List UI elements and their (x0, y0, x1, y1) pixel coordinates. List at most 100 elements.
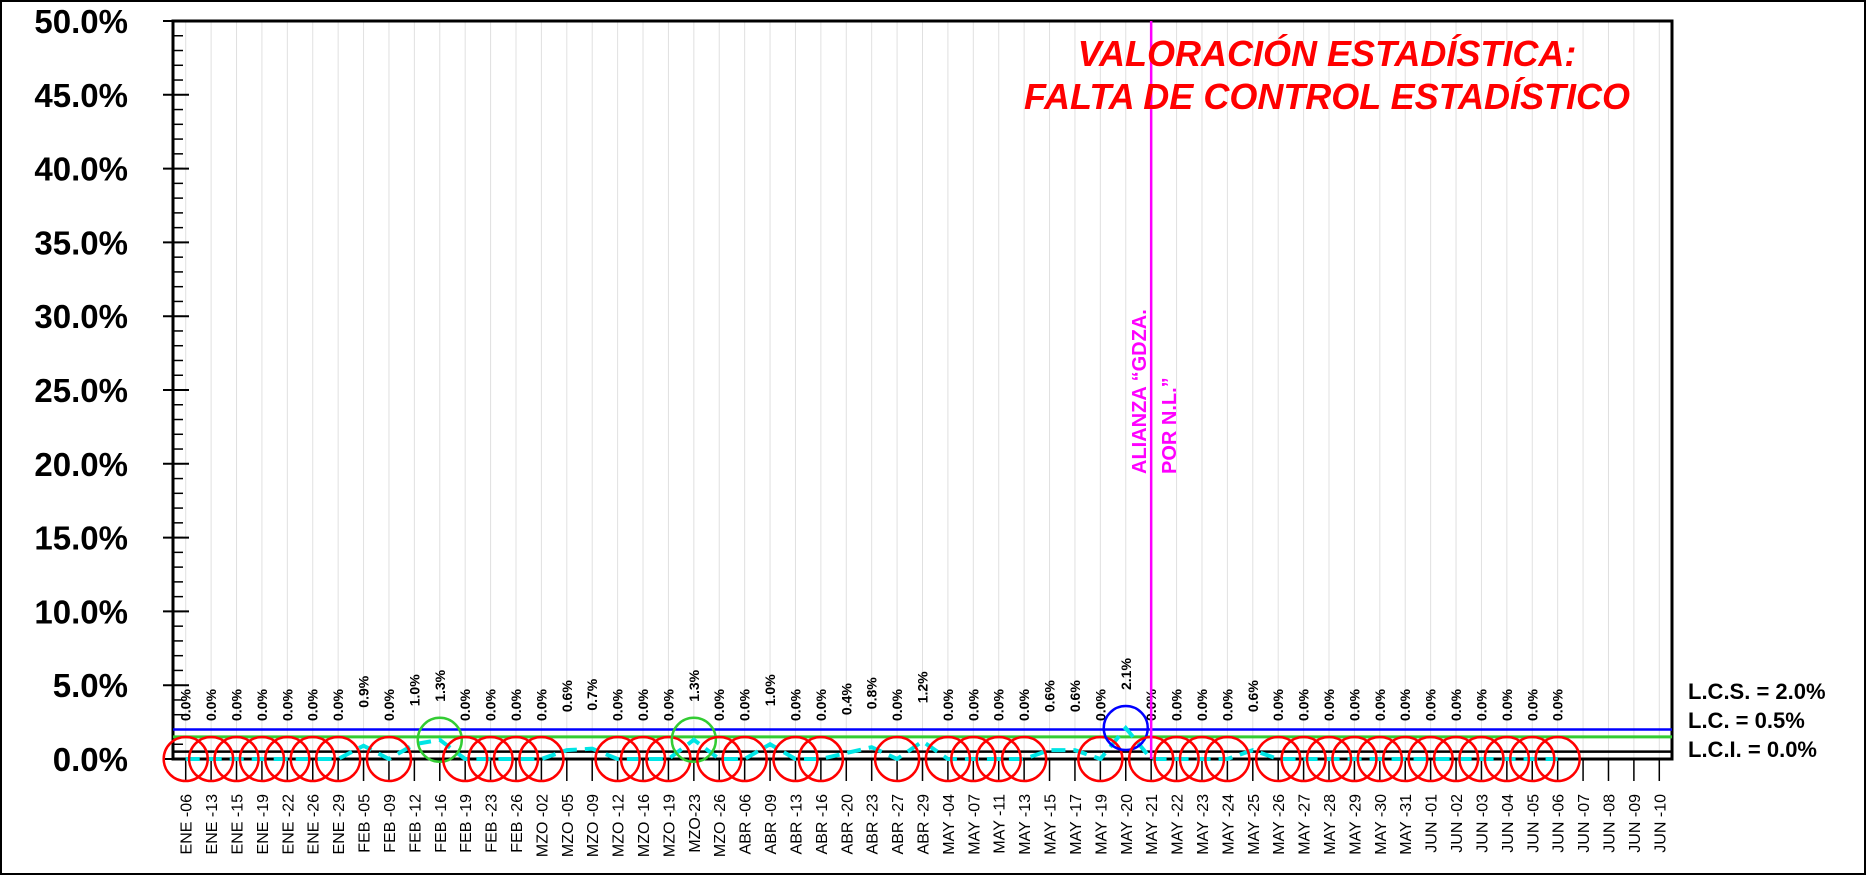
x-tick-label: MZO -16 (636, 794, 653, 857)
x-tick-label: JUN -08 (1601, 794, 1618, 853)
data-label: 0.0% (1296, 689, 1312, 721)
data-label: 0.0% (1219, 689, 1235, 721)
x-tick-label: ABR -16 (814, 794, 831, 855)
data-label: 0.0% (660, 689, 676, 721)
data-label: 0.0% (229, 689, 245, 721)
data-label: 0.4% (838, 683, 854, 715)
y-tick-label: 45.0% (34, 77, 128, 114)
event-label: POR N.L.” (1159, 377, 1181, 474)
x-tick-label: MZO -12 (611, 794, 628, 857)
x-tick-label: MAY -27 (1297, 794, 1314, 855)
x-tick-label: FEB -12 (407, 794, 424, 853)
data-label: 0.0% (381, 689, 397, 721)
point-marker (619, 735, 667, 783)
y-tick-label: 5.0% (53, 667, 128, 704)
point-marker (492, 735, 540, 783)
x-tick-label: MAY -21 (1144, 794, 1161, 855)
data-label: 0.0% (1397, 689, 1413, 721)
data-label: 0.0% (1321, 689, 1337, 721)
x-tick-label: MZO -26 (712, 794, 729, 857)
point-marker (1000, 735, 1048, 783)
data-label: 1.0% (762, 674, 778, 706)
x-tick-label: MAY -31 (1398, 794, 1415, 855)
data-line (185, 724, 1558, 762)
x-tick-label: MAY -24 (1220, 794, 1237, 855)
x-tick-label: MAY -04 (941, 794, 958, 855)
data-label: 0.0% (610, 689, 626, 721)
data-label: 0.0% (711, 689, 727, 721)
control-label: L.C.I. = 0.0% (1688, 737, 1817, 762)
x-tick-label: MAY -26 (1271, 794, 1288, 855)
data-label: 0.0% (1346, 689, 1362, 721)
data-label: 0.6% (559, 680, 575, 712)
x-tick-label: ENE -15 (230, 794, 247, 855)
point-marker (1432, 735, 1480, 783)
point-marker (1102, 704, 1150, 752)
x-tick-label: ENE -06 (179, 794, 196, 855)
point-marker (1254, 735, 1302, 783)
data-label: 0.0% (483, 689, 499, 721)
x-tick-label: MAY -23 (1195, 794, 1212, 855)
point-marker (1204, 735, 1251, 783)
point-marker (975, 735, 1022, 783)
data-label: 0.0% (305, 689, 321, 721)
x-tick-label: JUN -07 (1576, 794, 1593, 853)
point-marker (187, 735, 235, 783)
chart-title: VALORACIÓN ESTADÍSTICA: (1078, 33, 1577, 74)
point-marker (1458, 735, 1505, 783)
x-tick-label: FEB -26 (509, 794, 526, 853)
x-tick-label: FEB -19 (458, 794, 475, 853)
point-marker (1305, 735, 1353, 783)
data-label: 0.0% (254, 689, 270, 721)
point-marker (264, 735, 311, 783)
x-tick-label: ABR -13 (788, 794, 805, 855)
point-marker (314, 735, 362, 783)
point-marker (645, 735, 692, 783)
x-tick-label: ABR -09 (763, 794, 780, 855)
data-label: 0.0% (1524, 689, 1540, 721)
point-marker (238, 735, 286, 783)
x-tick-label: MZO -19 (661, 794, 678, 857)
point-marker (467, 735, 514, 783)
control-label: L.C. = 0.5% (1688, 708, 1805, 733)
x-tick-label: FEB -09 (382, 794, 399, 853)
x-tick-label: MAY -20 (1119, 794, 1136, 855)
x-tick-label: FEB -16 (433, 794, 450, 853)
point-marker (1407, 735, 1454, 783)
point-marker (162, 735, 209, 783)
x-tick-label: FEB -23 (484, 794, 501, 853)
x-tick-label: MAY -11 (992, 794, 1009, 854)
data-label: 0.0% (1448, 689, 1464, 721)
point-marker (1534, 735, 1581, 783)
x-tick-label: ENE -26 (306, 794, 323, 855)
x-tick-label: MAY -15 (1043, 794, 1060, 855)
data-label: 0.0% (1423, 689, 1439, 721)
data-label: 0.9% (356, 675, 372, 707)
point-marker (518, 735, 565, 783)
y-tick-label: 20.0% (34, 446, 128, 483)
x-tick-label: ABR -23 (865, 794, 882, 855)
x-tick-label: MAY -17 (1068, 794, 1085, 855)
x-tick-label: MAY -19 (1093, 794, 1110, 855)
x-tick-label: ABR -20 (839, 794, 856, 855)
point-marker (950, 735, 997, 783)
x-tick-label: JUN -10 (1652, 794, 1669, 853)
data-label: 0.0% (1372, 689, 1388, 721)
data-label: 0.0% (813, 689, 829, 721)
control-label: L.C.S. = 2.0% (1688, 679, 1826, 704)
data-label: 1.0% (406, 674, 422, 706)
x-tick-label: JUN -06 (1551, 794, 1568, 853)
data-label: 0.0% (991, 689, 1007, 721)
event-label: ALIANZA “GDZA. (1129, 309, 1151, 474)
x-tick-label: ABR -29 (916, 794, 933, 855)
data-label: 0.8% (864, 677, 880, 709)
point-marker (797, 735, 845, 783)
data-label: 0.0% (178, 689, 194, 721)
point-marker (670, 716, 718, 764)
data-label: 0.0% (1169, 689, 1185, 721)
data-label: 0.0% (508, 689, 524, 721)
x-tick-label: MAY -30 (1373, 794, 1390, 855)
y-tick-label: 50.0% (34, 3, 128, 40)
point-marker (1483, 735, 1531, 783)
data-label: 0.0% (330, 689, 346, 721)
